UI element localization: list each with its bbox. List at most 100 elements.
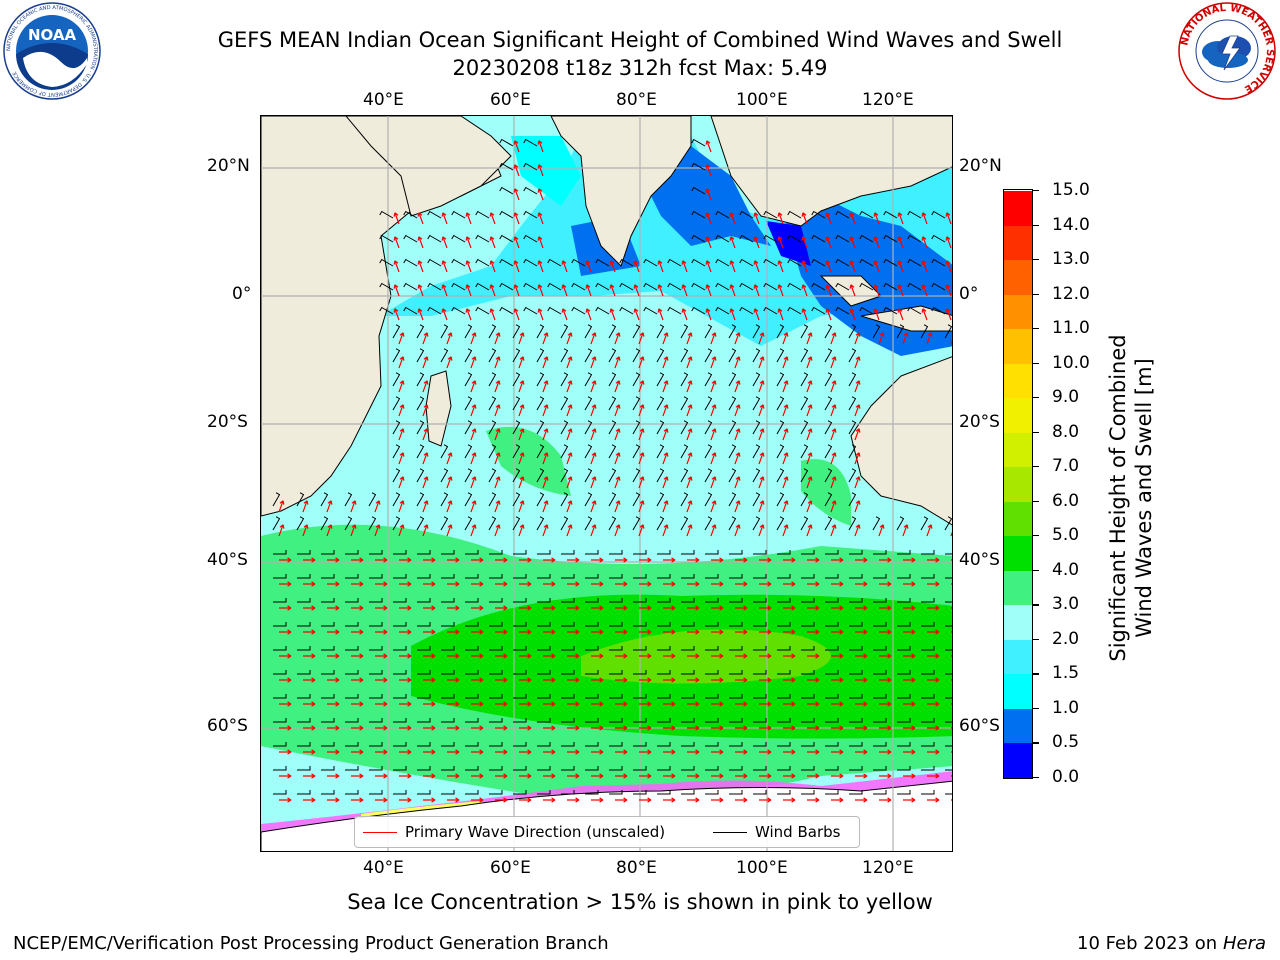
wave-direction-arrow: [441, 284, 448, 297]
wave-direction-arrow: [543, 773, 556, 779]
wave-direction-arrow: [327, 701, 340, 707]
wind-barb: [537, 694, 551, 699]
wave-direction-arrow: [926, 332, 933, 345]
wind-barb: [523, 234, 538, 243]
footer-host: Hera: [1222, 933, 1266, 954]
wave-direction-arrow: [543, 677, 556, 683]
wave-direction-arrow: [855, 557, 868, 563]
wind-barb: [800, 324, 809, 339]
wind-barb: [824, 396, 833, 411]
wave-direction-arrow: [494, 452, 501, 465]
wave-direction-arrow: [399, 725, 412, 731]
wave-direction-arrow: [537, 164, 544, 177]
wind-barb: [584, 348, 593, 363]
wind-barb: [753, 742, 767, 747]
wind-barb: [680, 444, 689, 459]
wind-barb: [536, 396, 545, 411]
wave-direction-arrow: [855, 725, 868, 731]
wind-barb: [451, 210, 466, 219]
wind-barb: [344, 516, 353, 531]
wave-direction-arrow: [782, 452, 789, 465]
wind-barb: [897, 574, 911, 579]
wind-barb: [489, 742, 503, 747]
wind-barb: [753, 694, 767, 699]
wave-direction-arrow: [902, 524, 909, 537]
wind-barb: [512, 516, 521, 531]
wave-direction-arrow: [638, 380, 645, 393]
wave-direction-arrow: [806, 524, 813, 537]
wind-barb: [691, 162, 706, 171]
wave-direction-arrow: [687, 653, 700, 659]
wind-barb: [416, 420, 425, 435]
wind-barb: [873, 574, 887, 579]
wind-barb: [403, 306, 418, 315]
wind-barb: [800, 492, 809, 507]
wind-barb: [776, 324, 785, 339]
wind-barb: [273, 718, 287, 723]
wave-direction-arrow: [945, 308, 952, 321]
wind-barb: [417, 742, 431, 747]
wind-barb: [728, 468, 737, 483]
wind-barb: [907, 234, 922, 243]
wind-barb: [921, 670, 935, 675]
wind-barb: [873, 742, 887, 747]
wind-barb: [824, 444, 833, 459]
wind-barb: [825, 694, 839, 699]
wind-barb: [465, 646, 479, 651]
wind-barb: [680, 492, 689, 507]
wave-direction-arrow: [303, 653, 316, 659]
legend-wind-label: Wind Barbs: [755, 823, 841, 841]
wave-direction-arrow: [518, 380, 525, 393]
noaa-logo-text: NOAA: [28, 26, 77, 44]
wind-barb: [632, 324, 641, 339]
wave-direction-arrow: [759, 653, 772, 659]
wind-barb: [704, 420, 713, 435]
wave-direction-arrow: [489, 260, 496, 273]
wind-barb: [859, 282, 874, 291]
wave-direction-arrow: [518, 356, 525, 369]
wave-direction-arrow: [663, 797, 676, 803]
wind-barb: [825, 670, 839, 675]
wave-direction-arrow: [543, 701, 556, 707]
wave-direction-arrow: [423, 797, 436, 803]
wind-barb: [584, 396, 593, 411]
wave-direction-arrow: [879, 797, 892, 803]
wave-direction-arrow: [543, 725, 556, 731]
wave-direction-layer: [278, 140, 952, 803]
wind-barb: [848, 492, 857, 507]
wind-barb: [464, 444, 473, 459]
wave-direction-arrow: [855, 749, 868, 755]
wind-barb: [465, 718, 479, 723]
wave-direction-arrow: [903, 653, 916, 659]
wind-barb: [369, 670, 383, 675]
wind-barb: [464, 324, 473, 339]
colorbar-segment: [1004, 259, 1032, 295]
wind-barb: [753, 550, 767, 555]
wave-direction-arrow: [897, 260, 904, 273]
wind-barb: [643, 258, 658, 267]
wave-direction-arrow: [567, 797, 580, 803]
wind-barb: [571, 282, 586, 291]
wind-barb: [873, 694, 887, 699]
wind-barb: [729, 694, 743, 699]
wave-direction-arrow: [351, 677, 364, 683]
wave-direction-arrow: [830, 380, 837, 393]
wind-barb: [835, 306, 850, 315]
wind-barb: [752, 444, 761, 459]
wave-direction-arrow: [489, 308, 496, 321]
wave-direction-arrow: [303, 629, 316, 635]
wind-barb: [945, 721, 952, 723]
wave-direction-arrow: [399, 797, 412, 803]
wave-direction-arrow: [831, 557, 844, 563]
wave-direction-arrow: [873, 212, 880, 225]
wave-direction-arrow: [830, 524, 837, 537]
wave-direction-arrow: [590, 380, 597, 393]
wave-direction-arrow: [903, 629, 916, 635]
wave-direction-arrow: [513, 164, 520, 177]
colorbar-tick-mark: [1033, 190, 1039, 192]
wind-barb: [417, 598, 431, 603]
wave-direction-arrow: [279, 797, 292, 803]
wave-direction-arrow: [566, 524, 573, 537]
wave-direction-arrow: [447, 725, 460, 731]
wind-barb: [273, 550, 287, 555]
